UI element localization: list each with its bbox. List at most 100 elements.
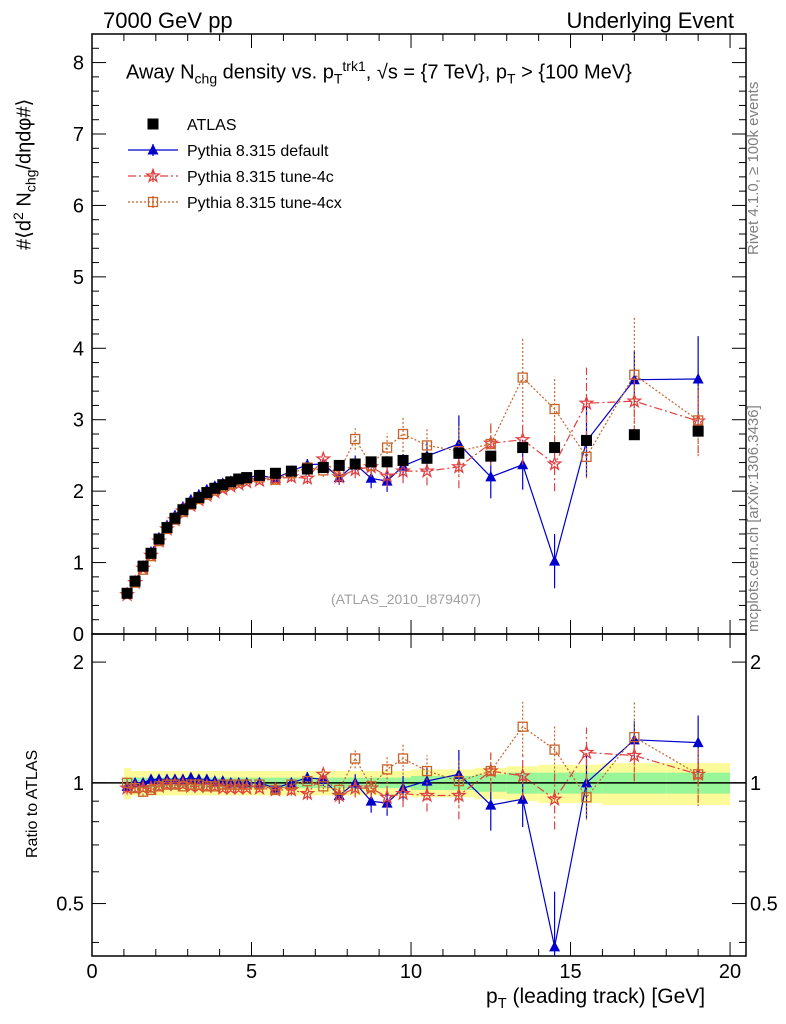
point-atlas bbox=[549, 442, 561, 454]
point-atlas bbox=[333, 459, 345, 471]
legend-label: Pythia 8.315 tune-4c bbox=[187, 169, 334, 186]
ratio-point-tune4c bbox=[514, 767, 531, 783]
x-tick-label: 0 bbox=[86, 961, 97, 983]
ratio-point-tune4cx bbox=[241, 779, 252, 790]
ratio-point-tune4c bbox=[299, 785, 316, 801]
point-atlas bbox=[201, 487, 213, 499]
ratio-point-tune4cx bbox=[137, 786, 149, 797]
point-atlas bbox=[365, 456, 377, 468]
ratio-point-tune4cx bbox=[121, 777, 133, 788]
ratio-point-tune4c bbox=[578, 744, 595, 760]
ratio-y-tick-label-right: 2 bbox=[750, 652, 761, 674]
point-default bbox=[365, 472, 377, 483]
y-tick-label: 4 bbox=[73, 338, 84, 360]
point-atlas bbox=[628, 429, 640, 441]
ratio-point-tune4cx bbox=[145, 784, 157, 796]
point-default bbox=[485, 470, 497, 482]
ratio-point-tune4cx bbox=[485, 765, 496, 777]
point-default bbox=[549, 555, 561, 566]
ratio-point-tune4cx bbox=[209, 781, 220, 792]
ratio-point-tune4c bbox=[315, 765, 332, 782]
y-tick-label: 5 bbox=[73, 267, 84, 289]
point-atlas bbox=[129, 575, 141, 587]
mcplots-credit-label: mcplots.cern.ch [arXiv:1306.3436] bbox=[745, 405, 762, 632]
point-tune4cx bbox=[350, 433, 361, 445]
point-tune4cx bbox=[421, 440, 433, 451]
ratio-point-tune4cx bbox=[549, 744, 560, 755]
point-atlas bbox=[580, 434, 592, 446]
legend-label: Pythia 8.315 tune-4cx bbox=[187, 195, 342, 212]
ratio-point-tune4cx bbox=[270, 784, 281, 796]
point-atlas bbox=[241, 472, 253, 484]
ratio-point-tune4cx bbox=[629, 731, 640, 743]
y-tick-label: 0 bbox=[73, 624, 84, 646]
point-atlas bbox=[301, 463, 313, 475]
point-atlas bbox=[317, 462, 329, 474]
ratio-point-tune4cx bbox=[254, 779, 265, 790]
point-atlas bbox=[397, 454, 409, 466]
y-tick-label: 3 bbox=[73, 410, 84, 432]
ratio-point-tune4c bbox=[546, 790, 563, 807]
ratio-point-tune4cx bbox=[201, 781, 212, 792]
point-atlas bbox=[453, 447, 465, 459]
x-tick-label: 15 bbox=[559, 961, 581, 983]
point-atlas bbox=[269, 467, 281, 479]
y-tick-label: 2 bbox=[73, 481, 84, 503]
point-tune4cx bbox=[549, 403, 560, 415]
point-atlas bbox=[185, 497, 197, 509]
point-atlas bbox=[209, 482, 221, 494]
ratio-point-tune4c bbox=[347, 779, 364, 795]
point-tune4c bbox=[450, 458, 467, 474]
header-right: Underlying Event bbox=[566, 8, 734, 33]
ratio-point-tune4cx bbox=[185, 779, 197, 790]
ratio-point-tune4cx bbox=[365, 781, 377, 792]
ratio-point-tune4cx bbox=[161, 779, 173, 790]
ratio-point-tune4cx bbox=[318, 781, 329, 792]
ratio-line-tune4cx bbox=[126, 725, 699, 799]
ratio-point-tune4cx bbox=[350, 753, 361, 764]
ratio-y-tick-label: 2 bbox=[73, 652, 84, 674]
point-atlas bbox=[517, 442, 529, 454]
legend-marker-atlas bbox=[147, 118, 159, 130]
x-tick-label: 10 bbox=[400, 961, 422, 983]
point-tune4c bbox=[418, 462, 436, 479]
ratio-point-default bbox=[365, 795, 377, 806]
x-axis-label: pT (leading track) [GeV] bbox=[486, 985, 706, 1013]
point-atlas bbox=[161, 522, 173, 534]
ratio-y-tick-label: 0.5 bbox=[56, 894, 84, 916]
point-tune4c bbox=[315, 450, 332, 466]
point-atlas bbox=[285, 465, 297, 477]
ratio-point-tune4cx bbox=[177, 781, 189, 792]
ratio-point-tune4c bbox=[394, 785, 412, 801]
point-atlas bbox=[169, 512, 181, 524]
analysis-watermark: (ATLAS_2010_I879407) bbox=[331, 591, 481, 607]
point-atlas bbox=[485, 450, 497, 462]
series-line-tune4c bbox=[126, 400, 699, 596]
ratio-point-tune4cx bbox=[217, 779, 228, 790]
ratio-point-default bbox=[692, 736, 704, 748]
point-atlas bbox=[193, 492, 205, 504]
legend-label: Pythia 8.315 default bbox=[187, 143, 329, 160]
point-atlas bbox=[233, 473, 245, 485]
plot-title: Away Nchg density vs. pTtrk1, √s = {7 Te… bbox=[126, 58, 632, 87]
point-atlas bbox=[349, 458, 361, 470]
x-tick-label: 20 bbox=[719, 961, 741, 983]
ratio-point-tune4cx bbox=[169, 779, 181, 790]
y-tick-label: 7 bbox=[73, 124, 84, 146]
point-tune4cx bbox=[397, 428, 409, 440]
legend-marker-default bbox=[147, 144, 159, 155]
ratio-panel-frame bbox=[91, 633, 747, 957]
ratio-y-tick-label: 1 bbox=[73, 773, 84, 795]
ratio-point-tune4cx bbox=[153, 781, 165, 792]
ratio-point-tune4cx bbox=[381, 764, 393, 775]
ratio-point-default bbox=[549, 940, 561, 952]
point-atlas bbox=[137, 560, 149, 572]
ratio-point-tune4cx bbox=[453, 775, 465, 787]
point-atlas bbox=[692, 425, 704, 437]
ratio-point-default bbox=[485, 799, 497, 810]
rivet-version-label: Rivet 4.1.0, ≥ 100k events bbox=[745, 81, 762, 255]
x-tick-label: 5 bbox=[246, 961, 257, 983]
y-tick-label: 6 bbox=[73, 195, 84, 217]
point-atlas bbox=[421, 452, 433, 464]
ratio-point-tune4cx bbox=[517, 721, 528, 732]
